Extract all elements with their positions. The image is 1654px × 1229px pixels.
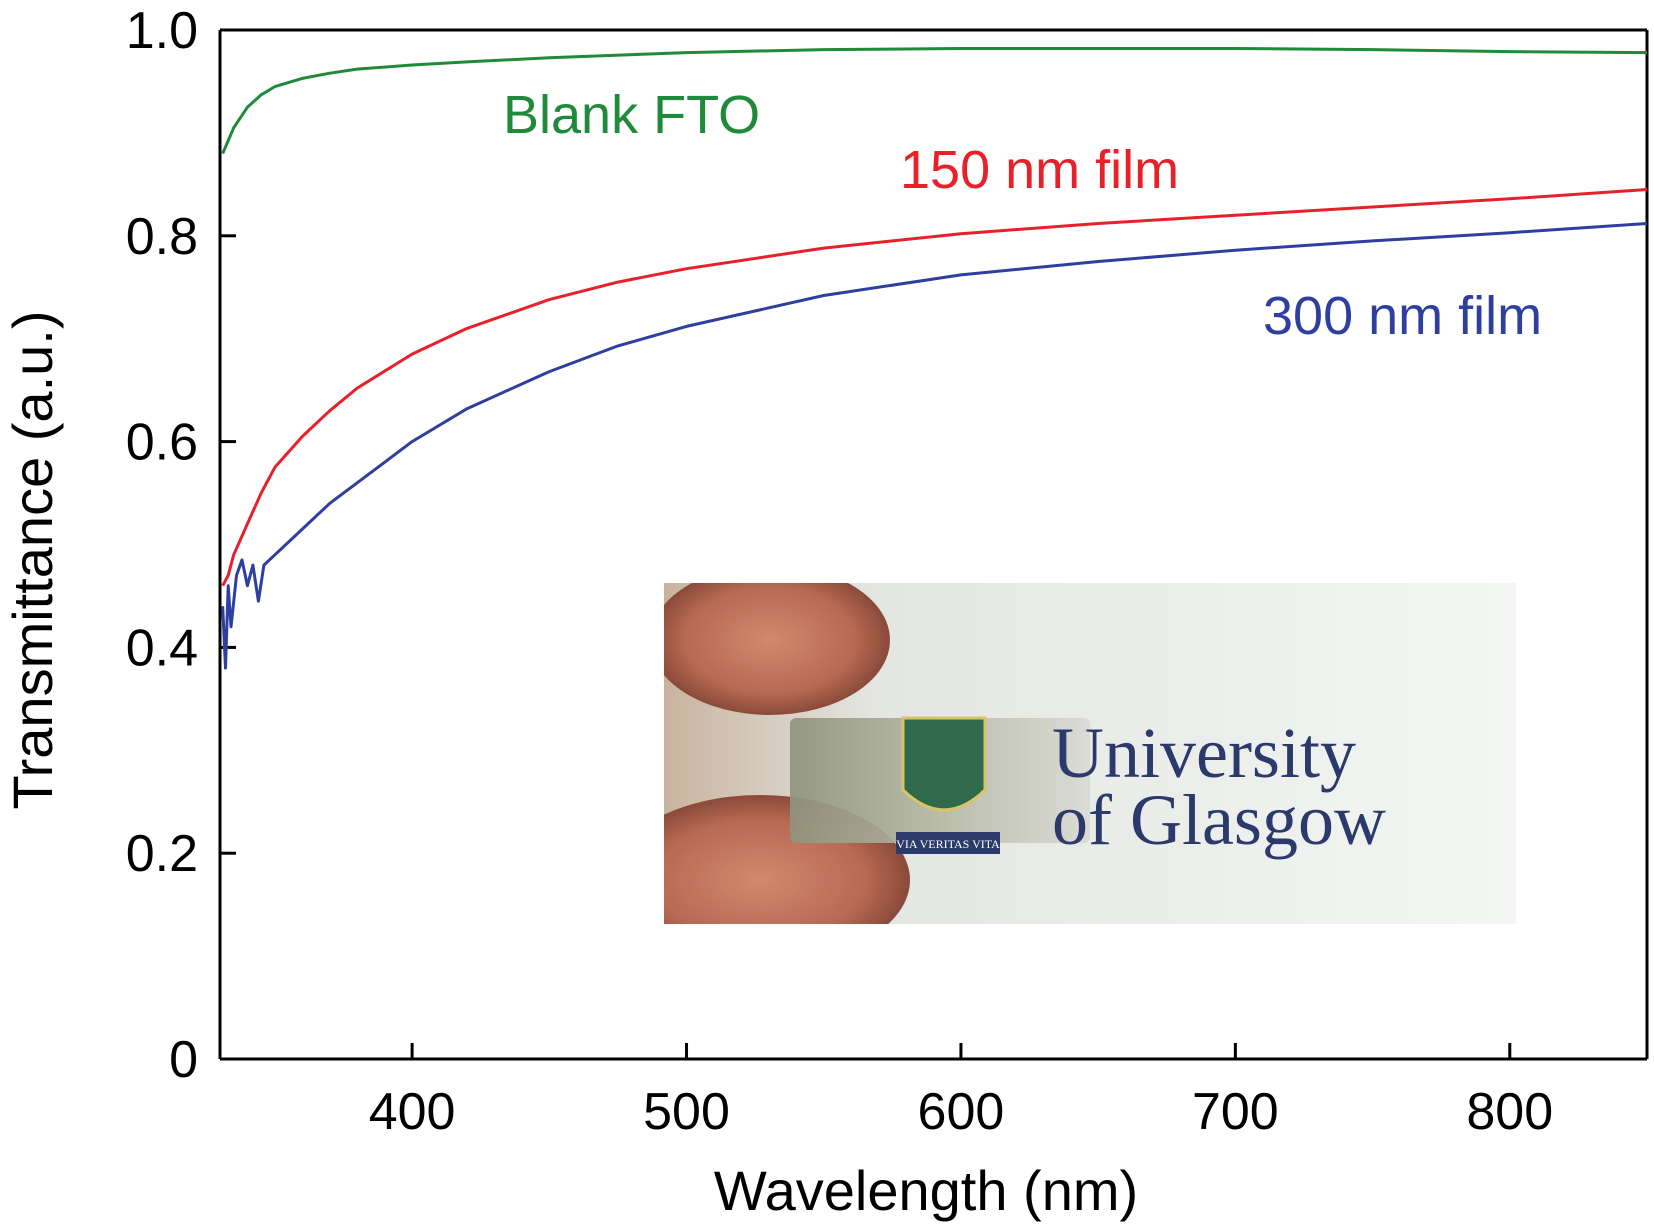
x-tick-label: 800 [1466, 1083, 1553, 1141]
y-tick-label: 0.6 [126, 414, 198, 472]
y-ticks: 0 0.2 0.4 0.6 0.8 1.0 [126, 2, 236, 1089]
x-tick-label: 400 [369, 1083, 456, 1141]
y-axis-title: Transmittance (a.u.) [1, 311, 64, 810]
x-tick-label: 500 [643, 1083, 730, 1141]
inset-university-line2: of Glasgow [1052, 780, 1386, 860]
axes [218, 28, 1649, 1061]
thumb-shape [664, 583, 890, 715]
university-crest-icon [901, 716, 987, 812]
y-tick-label: 0.8 [126, 208, 198, 266]
x-axis-title: Wavelength (nm) [714, 1159, 1138, 1222]
inset-photo: VIA VERITAS VITA University of Glasgow [664, 583, 1516, 924]
x-tick-label: 700 [1192, 1083, 1279, 1141]
series-line-300nm-film [221, 222, 1648, 670]
series-line-150nm-film [221, 188, 1648, 587]
label-300nm-film: 300 nm film [1263, 286, 1542, 346]
x-tick-label: 600 [918, 1083, 1005, 1141]
y-tick-label: 0.2 [126, 825, 198, 883]
label-blank-fto: Blank FTO [503, 85, 760, 145]
series-line-blank-fto [221, 47, 1648, 155]
crest-motto-ribbon [896, 832, 1000, 854]
y-tick-label: 0.4 [126, 619, 198, 677]
label-150nm-film: 150 nm film [900, 140, 1179, 200]
series-lines [221, 47, 1648, 670]
y-tick-label: 0 [169, 1031, 198, 1089]
y-tick-label: 1.0 [126, 2, 198, 60]
crest-motto: VIA VERITAS VITA [896, 837, 1000, 851]
inset-university-line1: University [1052, 713, 1356, 793]
x-ticks: 400 500 600 700 800 [369, 1043, 1553, 1141]
